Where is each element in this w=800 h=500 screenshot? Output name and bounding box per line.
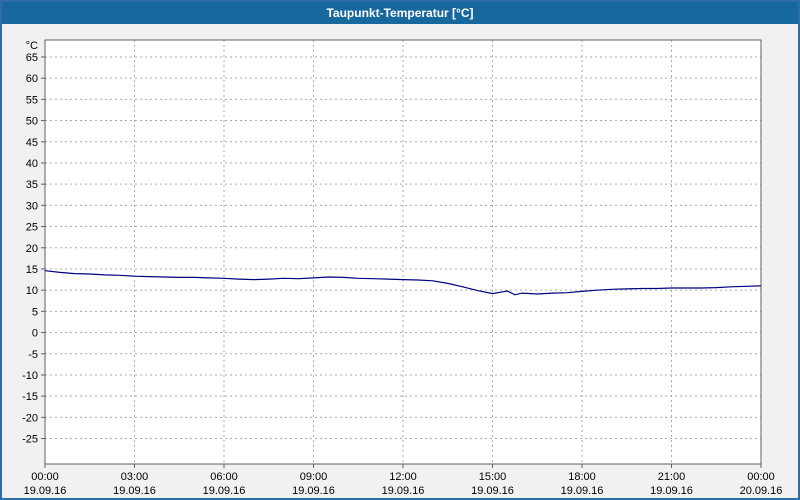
svg-text:20: 20: [26, 243, 38, 255]
svg-text:20.09.16: 20.09.16: [740, 485, 783, 497]
svg-text:-15: -15: [22, 391, 38, 403]
svg-text:-20: -20: [22, 412, 38, 424]
dewpoint-line-chart: 65605550454035302520151050-5-10-15-20-25…: [2, 24, 798, 498]
svg-text:19.09.16: 19.09.16: [471, 485, 514, 497]
svg-text:45: 45: [26, 137, 38, 149]
svg-text:-10: -10: [22, 370, 38, 382]
svg-text:50: 50: [26, 116, 38, 128]
svg-text:03:00: 03:00: [121, 471, 149, 483]
svg-text:00:00: 00:00: [747, 471, 775, 483]
svg-text:65: 65: [26, 52, 38, 64]
window-title-bar: Taupunkt-Temperatur [°C]: [2, 2, 798, 24]
svg-text:15:00: 15:00: [479, 471, 507, 483]
svg-text:19.09.16: 19.09.16: [561, 485, 604, 497]
svg-text:18:00: 18:00: [568, 471, 596, 483]
svg-text:-5: -5: [28, 349, 38, 361]
svg-text:21:00: 21:00: [658, 471, 686, 483]
svg-text:60: 60: [26, 73, 38, 85]
svg-text:°C: °C: [26, 40, 38, 52]
svg-text:00:00: 00:00: [31, 471, 59, 483]
svg-text:06:00: 06:00: [210, 471, 238, 483]
svg-text:0: 0: [32, 328, 38, 340]
svg-text:19.09.16: 19.09.16: [292, 485, 335, 497]
chart-area: 65 60 55 50 45 40 35 30 25 20 15 10 5 0 -5 -10 -15 -20 -25…: [2, 24, 798, 498]
svg-text:40: 40: [26, 158, 38, 170]
svg-text:09:00: 09:00: [300, 471, 328, 483]
svg-text:19.09.16: 19.09.16: [203, 485, 246, 497]
svg-text:19.09.16: 19.09.16: [113, 485, 156, 497]
svg-text:25: 25: [26, 222, 38, 234]
svg-text:19.09.16: 19.09.16: [650, 485, 693, 497]
window-title: Taupunkt-Temperatur [°C]: [326, 6, 474, 20]
svg-text:35: 35: [26, 179, 38, 191]
svg-text:30: 30: [26, 200, 38, 212]
svg-text:-25: -25: [22, 434, 38, 446]
svg-text:5: 5: [32, 306, 38, 318]
svg-text:12:00: 12:00: [389, 471, 417, 483]
svg-text:19.09.16: 19.09.16: [24, 485, 67, 497]
svg-text:15: 15: [26, 264, 38, 276]
svg-text:10: 10: [26, 285, 38, 297]
svg-text:19.09.16: 19.09.16: [382, 485, 425, 497]
svg-text:55: 55: [26, 94, 38, 106]
